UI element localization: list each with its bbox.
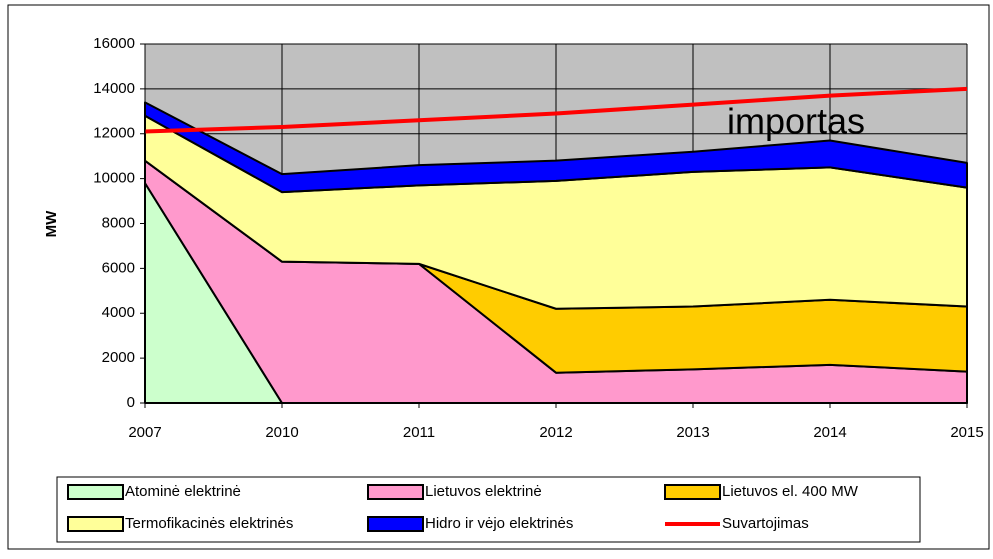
y-tick-label: 4000 [102,304,135,321]
legend-swatch [367,484,424,500]
y-tick-label: 6000 [102,259,135,276]
x-tick-label: 2013 [676,424,709,441]
x-tick-label: 2007 [128,424,161,441]
y-tick-label: 12000 [93,125,135,142]
legend-label: Suvartojimas [722,515,809,532]
x-tick-label: 2014 [813,424,846,441]
legend-swatch [367,516,424,532]
legend-swatch [67,516,124,532]
legend-label: Lietuvos el. 400 MW [722,483,859,500]
y-tick-label: 14000 [93,80,135,97]
y-axis-label: MW [43,210,60,237]
legend-swatch [67,484,124,500]
legend-label: Atominė elektrinė [125,483,241,500]
y-tick-label: 16000 [93,35,135,52]
legend-label: Hidro ir vėjo elektrinės [425,515,573,532]
legend-box [56,476,921,543]
legend-label: Lietuvos elektrinė [425,483,542,500]
y-tick-label: 8000 [102,214,135,231]
y-tick-label: 0 [127,394,135,411]
x-tick-label: 2010 [265,424,298,441]
annotation: importas [727,101,865,142]
y-tick-label: 10000 [93,170,135,187]
y-tick-label: 2000 [102,349,135,366]
x-tick-label: 2011 [403,424,435,441]
x-tick-label: 2015 [950,424,983,441]
area [144,101,968,194]
x-tick-label: 2012 [539,424,572,441]
line [144,86,968,134]
legend-label: Termofikacinės elektrinės [125,515,293,532]
legend-swatch [664,484,721,500]
